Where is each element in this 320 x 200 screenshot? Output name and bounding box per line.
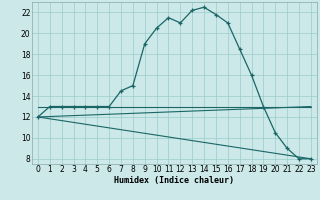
- X-axis label: Humidex (Indice chaleur): Humidex (Indice chaleur): [115, 176, 234, 185]
